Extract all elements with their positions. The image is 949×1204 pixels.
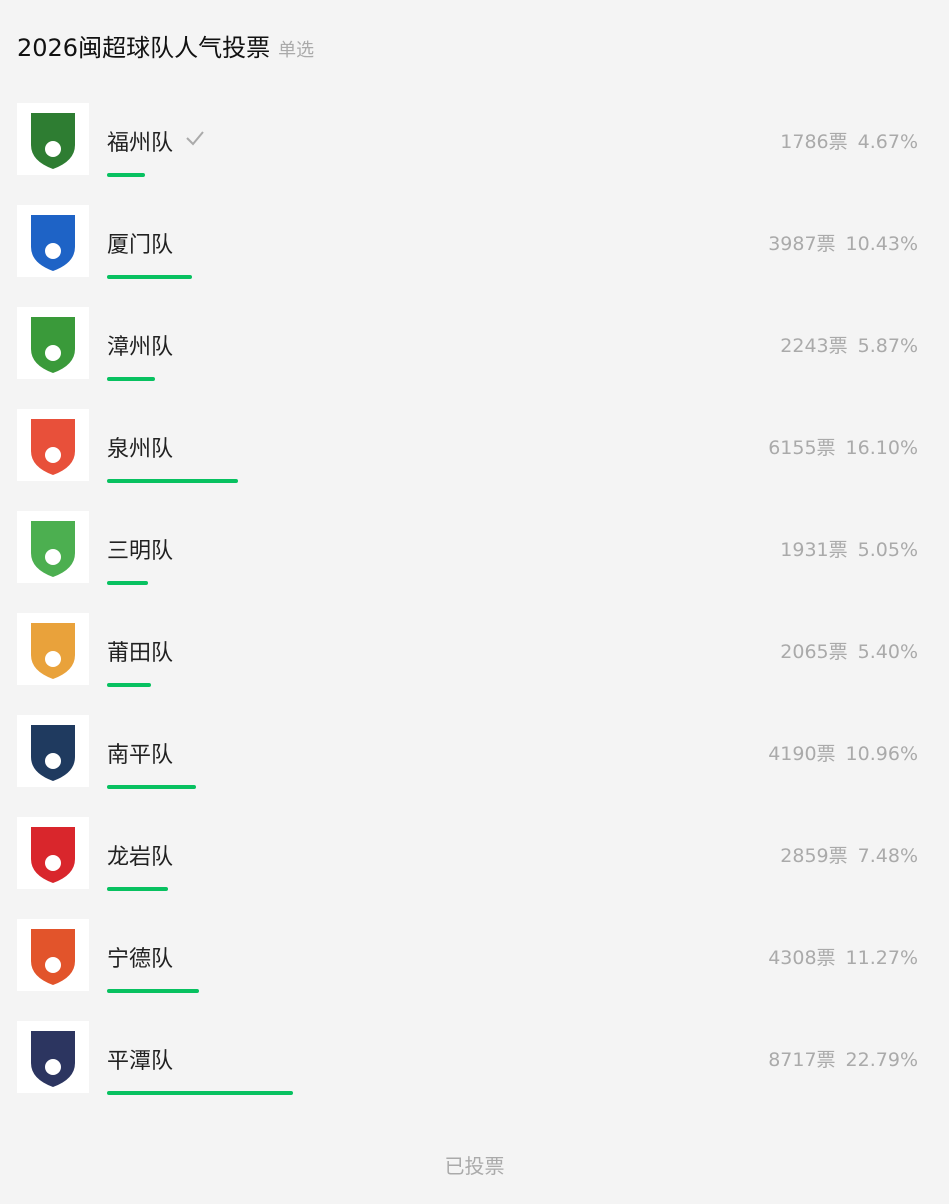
vote-bar <box>107 581 149 585</box>
vote-bar <box>107 887 169 891</box>
logo-shield <box>31 419 75 475</box>
vote-stats: 8717票 22.79% <box>768 1045 918 1072</box>
option[interactable]: 福州队 1786票 4.67% <box>0 103 949 205</box>
vote-stats: 2859票 7.48% <box>780 841 918 868</box>
vote-count: 2859票 <box>780 845 848 867</box>
team-logo <box>17 1021 89 1093</box>
vote-percent: 16.10% <box>845 437 918 459</box>
ball <box>45 141 61 157</box>
team-name: 福州队 <box>107 131 174 156</box>
option[interactable]: 泉州队 6155票 16.10% <box>0 409 949 511</box>
ball <box>45 651 61 667</box>
ball <box>45 345 61 361</box>
ball <box>45 957 61 973</box>
vote-percent: 22.79% <box>845 1049 918 1071</box>
team-name: 宁德队 <box>107 947 174 972</box>
team-logo <box>17 307 89 379</box>
team-name: 漳州队 <box>107 335 174 360</box>
team-logo <box>17 715 89 787</box>
team-name: 莆田队 <box>107 641 174 666</box>
vote-count: 1786票 <box>780 131 848 153</box>
vote-count: 2065票 <box>780 641 848 663</box>
vote-bar <box>107 479 239 483</box>
vote-percent: 10.43% <box>845 233 918 255</box>
vote-percent: 5.87% <box>857 335 918 357</box>
ball <box>45 753 61 769</box>
team-logo <box>17 205 89 277</box>
team-logo <box>17 817 89 889</box>
team-name: 泉州队 <box>107 437 174 462</box>
ball <box>45 1059 61 1075</box>
vote-bar <box>107 989 199 993</box>
vote-bar <box>107 173 146 177</box>
team-name: 龙岩队 <box>107 845 174 870</box>
ball <box>45 855 61 871</box>
vote-bar <box>107 275 193 279</box>
team-name: 三明队 <box>107 539 174 564</box>
vote-percent: 4.67% <box>857 131 918 153</box>
vote-stats: 3987票 10.43% <box>768 229 918 256</box>
ball <box>45 549 61 565</box>
vote-count: 4308票 <box>768 947 836 969</box>
option[interactable]: 平潭队 8717票 22.79% <box>0 1021 949 1123</box>
option[interactable]: 莆田队 2065票 5.40% <box>0 613 949 715</box>
logo-shield <box>31 215 75 271</box>
vote-stats: 6155票 16.10% <box>768 433 918 460</box>
vote-mode: 单选 <box>278 40 315 61</box>
vote-stats: 2243票 5.87% <box>780 331 918 358</box>
vote-bar <box>107 1091 293 1095</box>
vote-count: 6155票 <box>768 437 836 459</box>
logo-shield <box>31 317 75 373</box>
vote-count: 1931票 <box>780 539 848 561</box>
vote-stats: 4190票 10.96% <box>768 739 918 766</box>
team-logo <box>17 919 89 991</box>
team-name: 厦门队 <box>107 233 174 258</box>
vote-bar <box>107 785 197 789</box>
vote-percent: 7.48% <box>857 845 918 867</box>
option[interactable]: 漳州队 2243票 5.87% <box>0 307 949 409</box>
logo-shield <box>31 113 75 169</box>
team-logo <box>17 409 89 481</box>
logo-shield <box>31 725 75 781</box>
logo-shield <box>31 827 75 883</box>
vote-count: 4190票 <box>768 743 836 765</box>
vote-stats: 4308票 11.27% <box>768 943 918 970</box>
voted-button[interactable]: 已投票 <box>444 1154 505 1178</box>
vote-count: 3987票 <box>768 233 836 255</box>
logo-shield <box>31 1031 75 1087</box>
option[interactable]: 宁德队 4308票 11.27% <box>0 919 949 1021</box>
vote-stats: 2065票 5.40% <box>780 637 918 664</box>
check-mark <box>184 127 206 153</box>
option[interactable]: 龙岩队 2859票 7.48% <box>0 817 949 919</box>
check-icon <box>186 131 204 146</box>
team-name: 南平队 <box>107 743 174 768</box>
vote-percent: 5.05% <box>857 539 918 561</box>
title-text: 2026闽超球队人气投票 <box>17 34 271 62</box>
ball <box>45 243 61 259</box>
ball <box>45 447 61 463</box>
team-logo <box>17 613 89 685</box>
vote-title: 2026闽超球队人气投票 单选 <box>17 28 314 63</box>
logo-shield <box>31 929 75 985</box>
logo-shield <box>31 623 75 679</box>
vote-stats: 1786票 4.67% <box>780 127 918 154</box>
team-logo <box>17 103 89 175</box>
vote-bar <box>107 377 155 381</box>
option[interactable]: 南平队 4190票 10.96% <box>0 715 949 817</box>
team-logo <box>17 511 89 583</box>
vote-percent: 11.27% <box>845 947 918 969</box>
vote-stats: 1931票 5.05% <box>780 535 918 562</box>
logo-shield <box>31 521 75 577</box>
team-name: 平潭队 <box>107 1049 174 1074</box>
option[interactable]: 厦门队 3987票 10.43% <box>0 205 949 307</box>
vote-percent: 5.40% <box>857 641 918 663</box>
option[interactable]: 三明队 1931票 5.05% <box>0 511 949 613</box>
vote-percent: 10.96% <box>845 743 918 765</box>
vote-bar <box>107 683 152 687</box>
vote-count: 8717票 <box>768 1049 836 1071</box>
vote-count: 2243票 <box>780 335 848 357</box>
